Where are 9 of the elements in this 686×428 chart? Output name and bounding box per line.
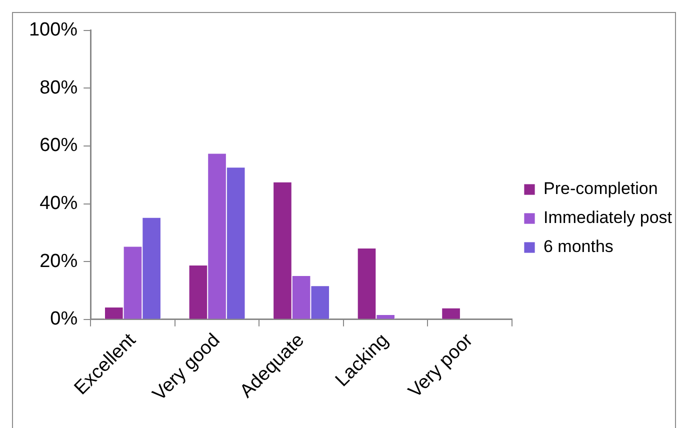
y-tick-label: 0% xyxy=(50,308,78,330)
legend-label: 6 months xyxy=(544,237,614,256)
legend-label: Immediately post xyxy=(544,208,672,228)
legend-label: Pre-completion xyxy=(544,179,658,198)
y-tick-label: 20% xyxy=(40,250,78,272)
y-tick-label: 60% xyxy=(40,135,78,156)
y-tick-label: 40% xyxy=(40,193,78,214)
y-tick-label: 100% xyxy=(28,20,78,41)
y-tick-label: 80% xyxy=(40,77,78,98)
